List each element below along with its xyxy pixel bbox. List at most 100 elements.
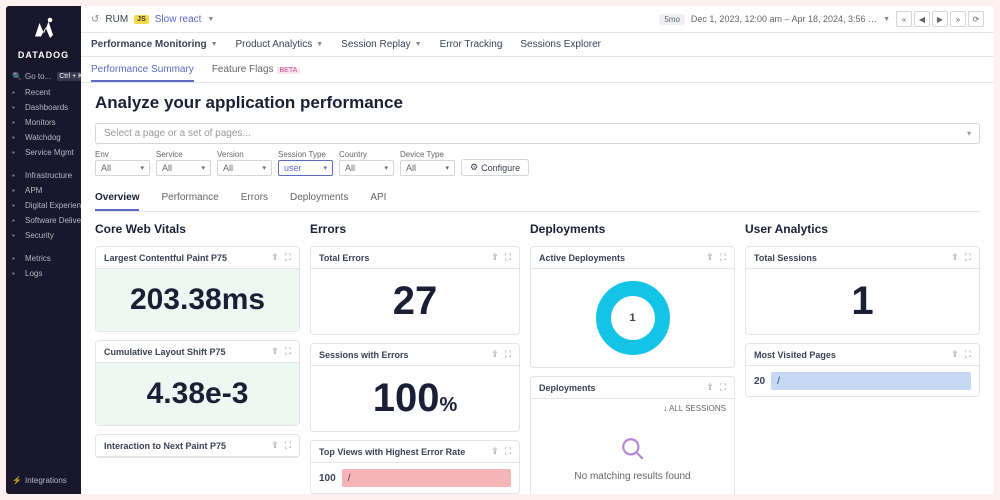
sidebar-item-logs[interactable]: ▪Logs <box>6 266 81 281</box>
date-range[interactable]: Dec 1, 2023, 12:00 am – Apr 18, 2024, 3:… <box>691 14 877 24</box>
js-badge: JS <box>134 15 149 24</box>
inp-card: Interaction to Next Paint P75⇪⛶ <box>95 434 300 458</box>
tab-error-tracking[interactable]: Error Tracking <box>440 33 503 56</box>
sidebar-item-software-delivery[interactable]: ▪Software Delivery <box>6 213 81 228</box>
visited-page-row[interactable]: 20/ <box>746 366 979 396</box>
cls-card: Cumulative Layout Shift P75⇪⛶ 4.38e-3 <box>95 340 300 426</box>
list-icon: ▪ <box>12 269 21 278</box>
dtab-overview[interactable]: Overview <box>95 186 139 211</box>
time-nav-btn-2[interactable]: ▶ <box>932 11 948 27</box>
dtab-errors[interactable]: Errors <box>241 186 268 211</box>
sidebar-item-service-mgmt[interactable]: ▪Service Mgmt <box>6 145 81 160</box>
filter-env: EnvAll <box>95 150 150 176</box>
plug-icon: ⚡ <box>12 476 21 485</box>
sidebar-item-dashboards[interactable]: ▪Dashboards <box>6 100 81 115</box>
filter-select-version[interactable]: All <box>217 160 272 176</box>
tab-product-analytics[interactable]: Product Analytics ▼ <box>236 33 324 56</box>
total-sessions-value: 1 <box>746 269 979 334</box>
sidebar-item-digital-experience[interactable]: ▪Digital Experience <box>6 198 81 213</box>
subtab-performance-summary[interactable]: Performance Summary <box>91 59 194 82</box>
expand-icon[interactable]: ⛶ <box>965 349 971 360</box>
rocket-icon: ▪ <box>12 216 21 225</box>
expand-icon[interactable]: ⛶ <box>720 382 726 393</box>
filter-version: VersionAll <box>217 150 272 176</box>
all-sessions-link[interactable]: ↓ ALL SESSIONS <box>531 399 734 418</box>
sidebar-item-security[interactable]: ▪Security <box>6 228 81 243</box>
active-deployments-card: Active Deployments⇪⛶ 1 <box>530 246 735 368</box>
deployments-title: Deployments <box>530 222 735 236</box>
filter-country: CountryAll <box>339 150 394 176</box>
share-icon[interactable]: ⇪ <box>951 349 959 360</box>
deployments-donut: 1 <box>596 281 670 355</box>
shield-icon: ▪ <box>12 231 21 240</box>
share-icon[interactable]: ⇪ <box>271 346 279 357</box>
filter-select-country[interactable]: All <box>339 160 394 176</box>
dog-icon: ▪ <box>12 133 21 142</box>
browser-icon: ▪ <box>12 201 21 210</box>
time-nav-btn-0[interactable]: « <box>896 11 912 27</box>
filter-select-service[interactable]: All <box>156 160 211 176</box>
expand-icon[interactable]: ⛶ <box>505 252 511 263</box>
apm-icon: ▪ <box>12 186 21 195</box>
chart-icon: ▪ <box>12 254 21 263</box>
dtab-deployments[interactable]: Deployments <box>290 186 348 211</box>
search-label: Go to... <box>25 72 51 81</box>
deployments-list-card: Deployments⇪⛶ ↓ ALL SESSIONS No matching… <box>530 376 735 494</box>
page-selector-input[interactable]: Select a page or a set of pages... <box>95 123 980 144</box>
sidebar-item-monitors[interactable]: ▪Monitors <box>6 115 81 130</box>
share-icon[interactable]: ⇪ <box>951 252 959 263</box>
share-icon[interactable]: ⇪ <box>706 252 714 263</box>
sidebar: DATADOG 🔍 Go to... Ctrl + K ▪Recent▪Dash… <box>6 6 81 494</box>
subtab-feature-flags[interactable]: Feature FlagsBETA <box>212 59 300 82</box>
sidebar-item-apm[interactable]: ▪APM <box>6 183 81 198</box>
time-nav-btn-4[interactable]: ⟳ <box>968 11 984 27</box>
configure-button[interactable]: ⚙Configure <box>461 159 529 176</box>
expand-icon[interactable]: ⛶ <box>285 346 291 357</box>
expand-icon[interactable]: ⛶ <box>965 252 971 263</box>
search-kbd: Ctrl + K <box>57 72 81 81</box>
filter-service: ServiceAll <box>156 150 211 176</box>
chevron-down-icon: ▼ <box>316 41 323 48</box>
range-badge[interactable]: 5mo <box>659 14 685 25</box>
dtab-performance[interactable]: Performance <box>161 186 218 211</box>
tab-session-replay[interactable]: Session Replay ▼ <box>341 33 421 56</box>
share-icon[interactable]: ⇪ <box>271 440 279 451</box>
share-icon[interactable]: ⇪ <box>491 446 499 457</box>
share-icon[interactable]: ⇪ <box>491 349 499 360</box>
primary-tabs: Performance Monitoring ▼ Product Analytic… <box>81 33 994 57</box>
expand-icon[interactable]: ⛶ <box>285 252 291 263</box>
expand-icon[interactable]: ⛶ <box>505 349 511 360</box>
logo[interactable] <box>6 6 81 50</box>
time-nav-btn-3[interactable]: » <box>950 11 966 27</box>
filter-session-type: Session Typeuser <box>278 150 333 176</box>
sidebar-item-watchdog[interactable]: ▪Watchdog <box>6 130 81 145</box>
dtab-api[interactable]: API <box>370 186 386 211</box>
top-bar: ↺ RUM JS Slow react ▼ 5mo Dec 1, 2023, 1… <box>81 6 994 33</box>
global-search[interactable]: 🔍 Go to... Ctrl + K <box>6 68 81 85</box>
expand-icon[interactable]: ⛶ <box>285 440 291 451</box>
total-errors-card: Total Errors⇪⛶ 27 <box>310 246 520 335</box>
filter-select-session-type[interactable]: user <box>278 160 333 176</box>
filter-select-device-type[interactable]: All <box>400 160 455 176</box>
filter-device-type: Device TypeAll <box>400 150 455 176</box>
share-icon[interactable]: ⇪ <box>706 382 714 393</box>
gear-icon: ▪ <box>12 148 21 157</box>
breadcrumb[interactable]: RUM <box>105 14 128 25</box>
main-panel: ↺ RUM JS Slow react ▼ 5mo Dec 1, 2023, 1… <box>81 6 994 494</box>
sidebar-item-integrations[interactable]: ⚡ Integrations <box>6 473 81 488</box>
sidebar-item-metrics[interactable]: ▪Metrics <box>6 251 81 266</box>
share-icon[interactable]: ⇪ <box>491 252 499 263</box>
sub-tabs: Performance Summary Feature FlagsBETA <box>81 57 994 83</box>
tab-sessions-explorer[interactable]: Sessions Explorer <box>520 33 601 56</box>
share-icon[interactable]: ⇪ <box>271 252 279 263</box>
sidebar-item-recent[interactable]: ▪Recent <box>6 85 81 100</box>
tab-performance-monitoring[interactable]: Performance Monitoring ▼ <box>91 33 218 56</box>
error-view-row[interactable]: 100/ <box>311 463 519 493</box>
sidebar-item-infrastructure[interactable]: ▪Infrastructure <box>6 168 81 183</box>
filter-select-env[interactable]: All <box>95 160 150 176</box>
expand-icon[interactable]: ⛶ <box>720 252 726 263</box>
expand-icon[interactable]: ⛶ <box>505 446 511 457</box>
app-selector[interactable]: Slow react <box>155 14 202 25</box>
time-nav-btn-1[interactable]: ◀ <box>914 11 930 27</box>
vitals-title: Core Web Vitals <box>95 222 300 236</box>
